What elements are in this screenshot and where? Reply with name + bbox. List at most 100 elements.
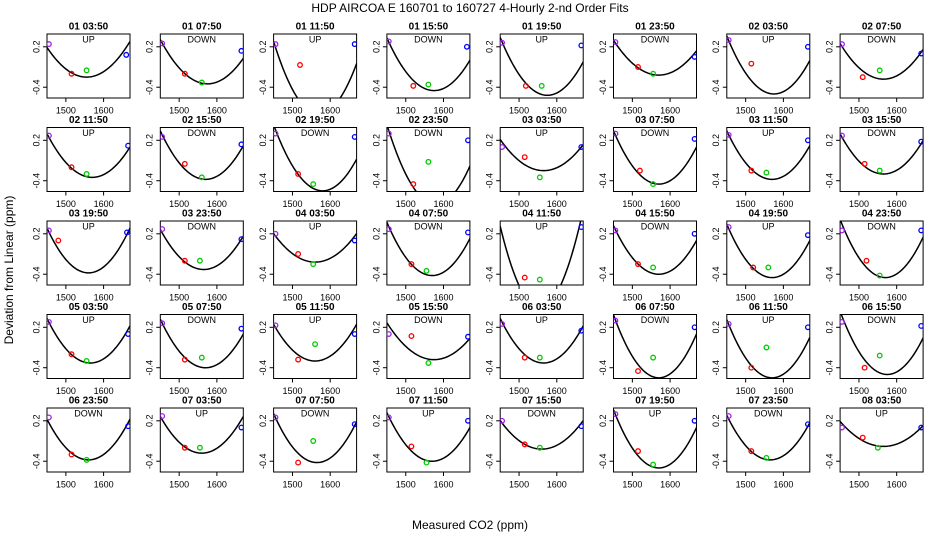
panel-direction: UP [535,221,548,231]
panel-title: 01 23:50 [635,22,675,33]
panel: 06 11:50 UP 1500 1600 -0.4 0.2 [711,302,811,396]
fit-curve [160,318,244,369]
data-point [351,331,357,337]
data-point [804,324,810,331]
x-tick-label: 1500 [622,292,642,302]
panel-direction: UP [422,408,435,418]
y-tick-label: -0.4 [711,360,721,376]
data-point [196,444,203,451]
data-point [578,224,584,231]
x-tick-label: 1500 [282,386,302,396]
plot-frame [46,407,131,473]
panel-direction: DOWN [188,128,217,138]
y-tick-label: -0.4 [711,79,721,95]
plot-frame [726,220,811,286]
fit-curve [840,314,924,376]
data-point [522,82,529,89]
panel-title: 05 11:50 [296,302,335,313]
plot-frame [613,220,697,286]
panel-direction: UP [309,34,322,44]
data-point [196,257,203,264]
plot-frame [839,314,924,379]
panel-title: 02 19:50 [295,115,335,126]
x-tick-label: 1500 [396,199,416,209]
x-tick-label: 1600 [773,386,793,396]
data-point [238,236,244,243]
panel-direction: UP [309,315,322,325]
data-point [465,333,470,340]
panel-direction: DOWN [188,34,217,44]
data-point [650,181,657,188]
y-axis-label: Deviation from Linear (ppm) [2,196,16,345]
x-tick-label: 1500 [169,292,189,302]
x-tick-label: 1500 [396,479,416,489]
data-point [68,70,75,77]
data-point [840,132,845,139]
data-point [463,43,470,50]
panel: 05 11:50 UP 1500 1600 -0.4 0.2 [258,302,358,396]
x-tick-label: 1600 [207,105,227,115]
data-point [273,41,279,48]
x-tick-label: 1600 [207,199,227,209]
data-point [310,438,317,444]
panel: 05 03:50 UP 1500 1600 -0.4 0.2 [31,302,131,396]
data-point [636,167,643,174]
data-point [273,130,279,137]
panel-title: 07 07:50 [295,396,335,407]
fit-curve [500,318,584,364]
y-tick-label: -0.4 [485,266,495,282]
plot-frame [159,127,244,192]
data-point [160,133,166,140]
data-point [55,237,62,244]
data-point [423,459,430,466]
data-point [125,331,130,337]
plot-frame [499,33,584,99]
x-tick-label: 1500 [736,199,756,209]
panel: 05 15:50 DOWN 1500 1600 -0.4 0.2 [371,302,471,396]
panel-direction: DOWN [641,128,670,138]
data-point [313,100,318,105]
data-point [386,130,392,137]
y-tick-label: 0.2 [258,415,268,428]
data-point [804,232,810,239]
panel-title: 03 15:50 [862,115,902,126]
panel: 06 07:50 DOWN 1500 1600 -0.4 0.2 [598,302,697,396]
panel-direction: DOWN [641,221,670,231]
data-point [297,62,303,68]
x-tick-label: 1500 [56,199,76,209]
data-point [295,459,302,466]
fit-curve [500,420,584,450]
data-point [613,317,619,324]
x-tick-label: 1600 [887,199,907,209]
y-tick-label: 0.2 [711,321,721,334]
data-point [726,320,732,327]
panel-direction: UP [649,408,662,418]
plot-frame [613,127,697,192]
data-point [425,158,432,165]
x-tick-label: 1500 [622,479,642,489]
data-point [578,42,584,49]
data-point [726,37,732,44]
data-point [635,368,641,375]
panel-title: 05 07:50 [182,302,222,313]
panel: 02 19:50 DOWN 1500 1600 -0.4 0.2 [258,115,358,209]
data-point [538,82,545,89]
panel-direction: UP [762,34,775,44]
panel: 03 03:50 UP 1500 1600 -0.4 0.2 [485,115,584,209]
panel-title: 07 23:50 [749,396,789,407]
panel: 03 07:50 DOWN 1500 1600 -0.4 0.2 [598,115,697,209]
panel-direction: UP [309,221,322,231]
data-point [726,413,732,420]
y-tick-label: -0.4 [711,453,721,469]
x-tick-label: 1500 [56,386,76,396]
x-tick-label: 1500 [509,386,529,396]
data-point [613,130,619,137]
x-tick-label: 1600 [320,479,340,489]
panel-direction: DOWN [301,408,330,418]
x-tick-label: 1600 [207,292,227,302]
y-tick-label: 0.2 [371,321,381,334]
y-tick-label: 0.2 [258,321,268,334]
data-point [691,324,697,331]
